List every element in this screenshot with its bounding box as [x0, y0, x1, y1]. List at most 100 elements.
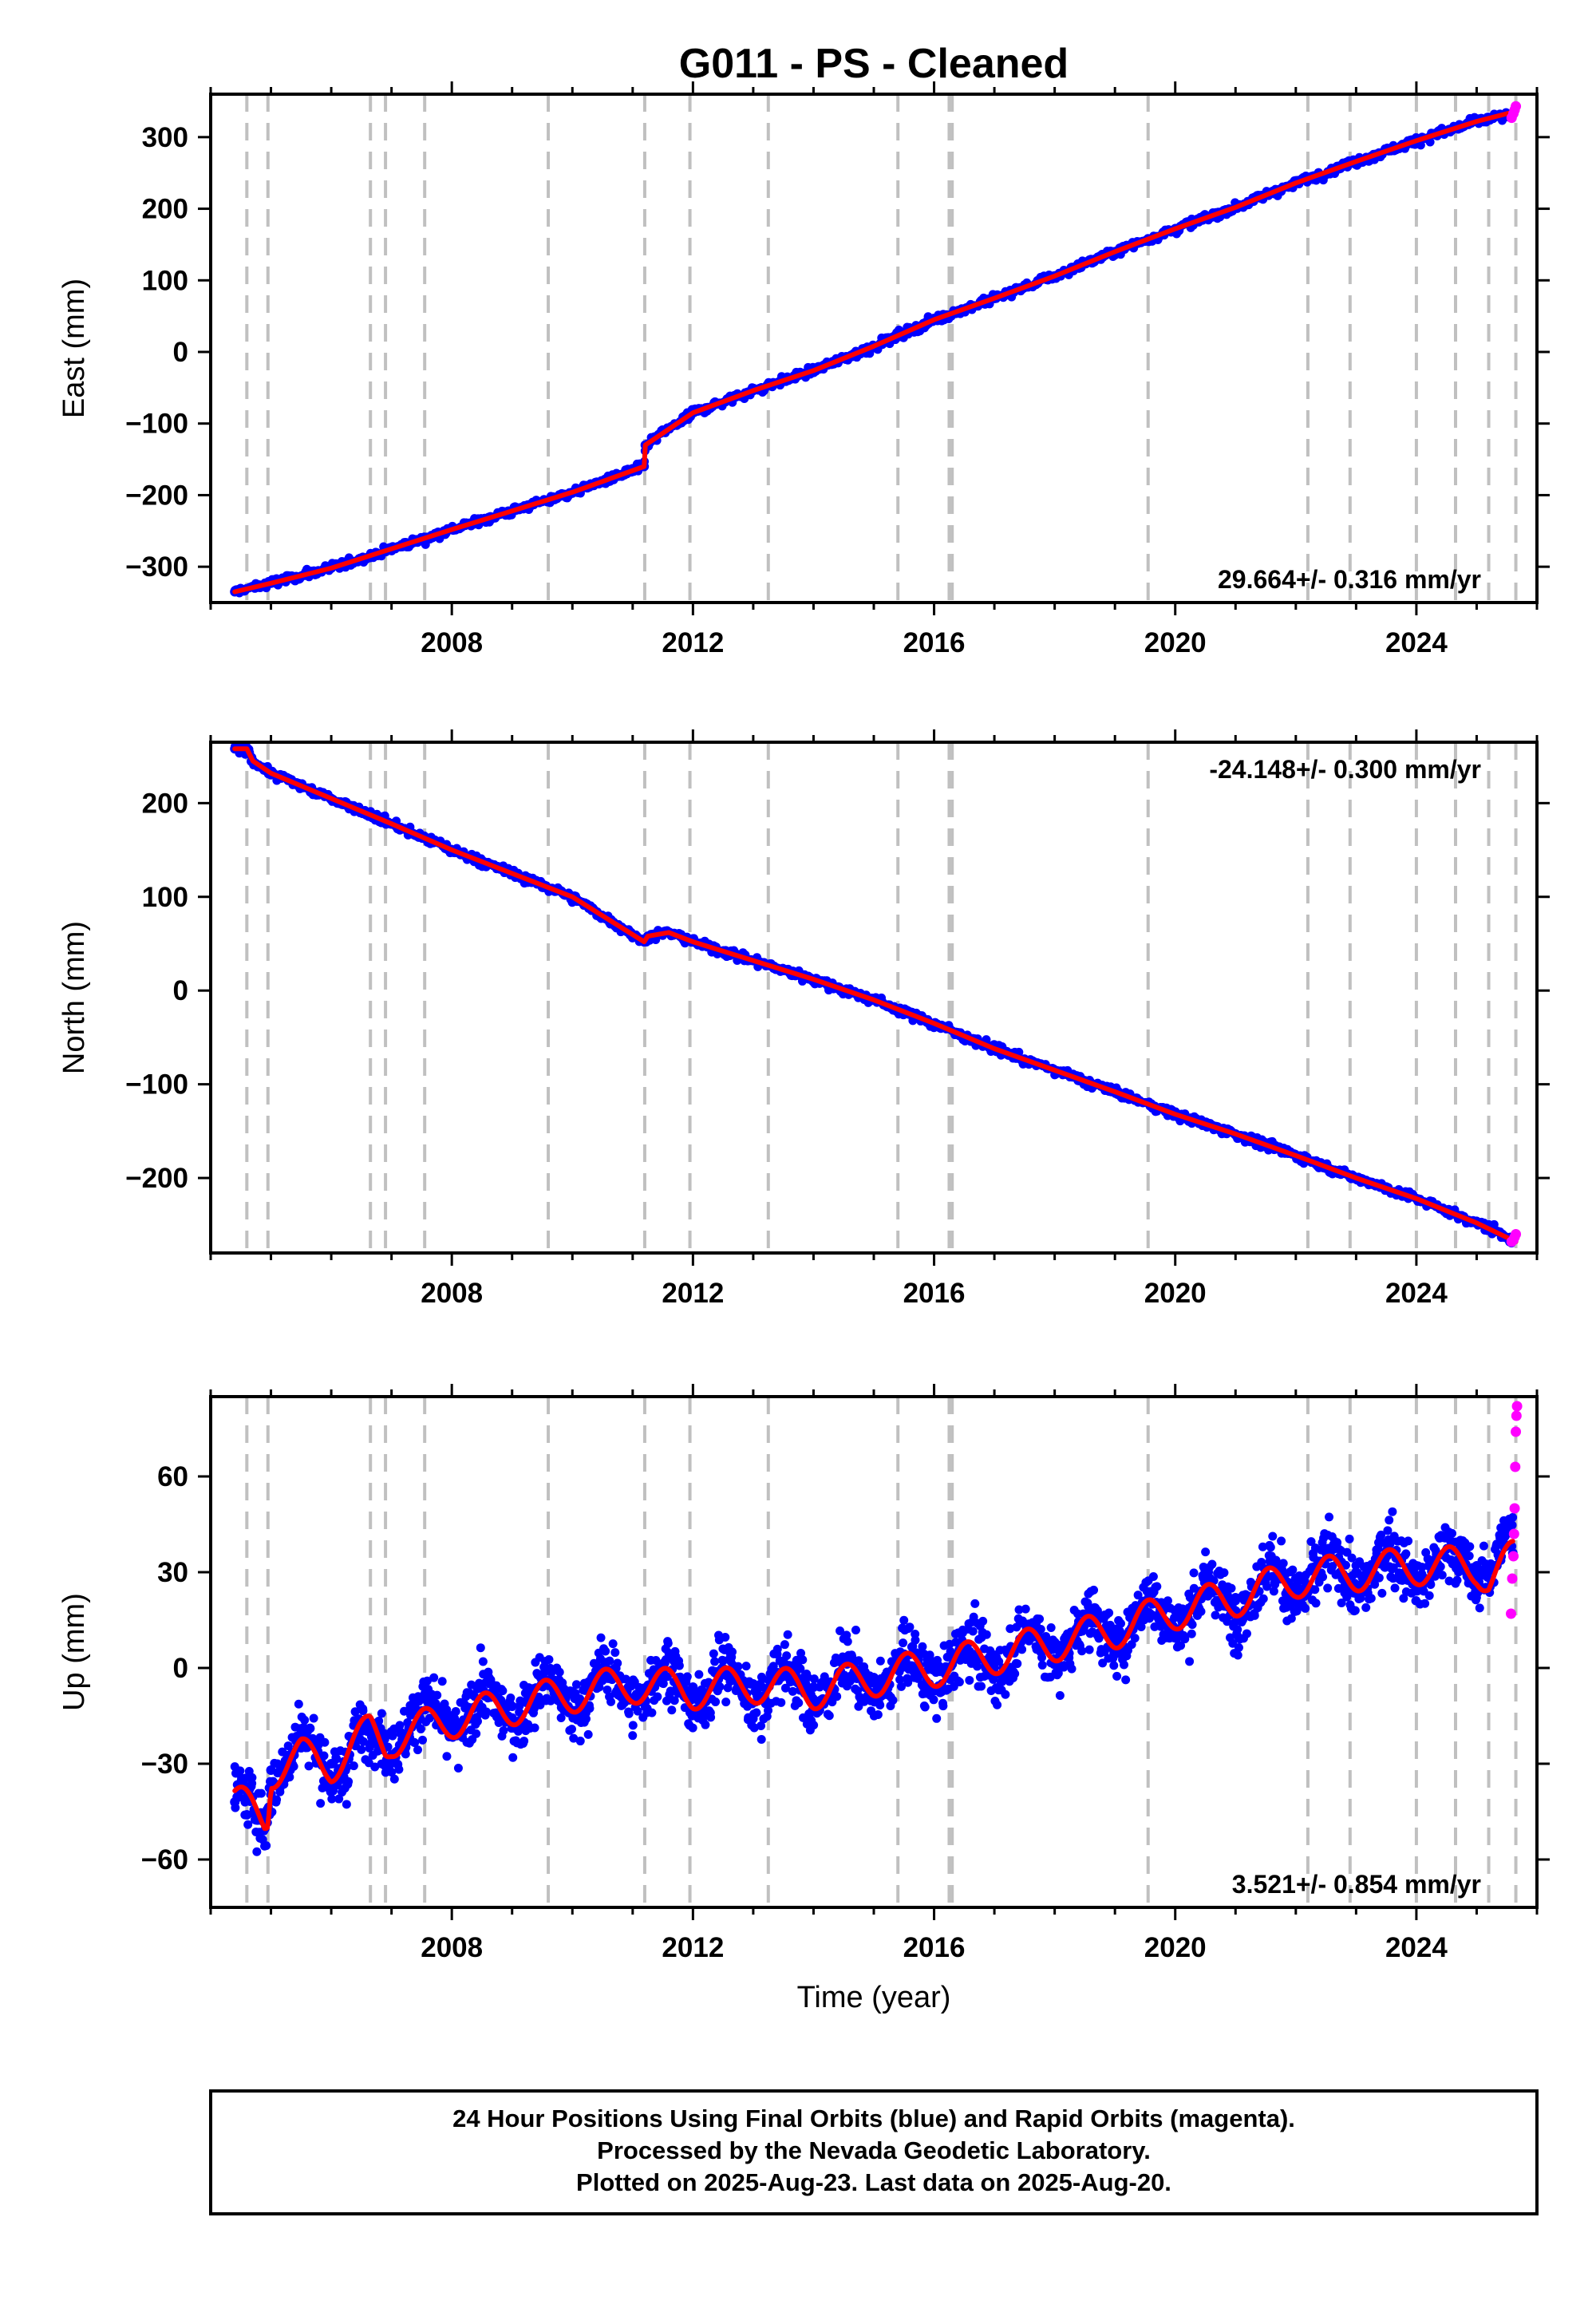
- final-orbits-point: [782, 1651, 792, 1661]
- final-orbits-point: [1201, 1547, 1211, 1557]
- final-orbits-point: [682, 1672, 692, 1682]
- final-orbits-point: [530, 1723, 539, 1733]
- model-line: [232, 746, 1519, 1244]
- final-orbits-point: [395, 1721, 405, 1730]
- final-orbits-point: [1350, 1606, 1360, 1615]
- final-orbits-point: [662, 1672, 672, 1682]
- final-orbits-point: [1112, 1671, 1122, 1681]
- final-orbits-point: [875, 1656, 885, 1666]
- final-orbits-point: [1401, 1549, 1411, 1559]
- final-orbits-point: [970, 1599, 980, 1608]
- final-orbits-point: [1278, 1559, 1288, 1568]
- final-orbits-point: [383, 1742, 393, 1752]
- final-orbits-point: [357, 1745, 366, 1754]
- final-orbits-point: [1250, 1611, 1259, 1620]
- final-orbits-point: [1258, 1594, 1268, 1603]
- final-orbits-point: [1231, 1593, 1241, 1603]
- final-orbits-point: [843, 1637, 852, 1646]
- final-orbits-point: [990, 1650, 1000, 1660]
- final-orbits-point: [326, 1759, 337, 1769]
- final-orbits-point: [1046, 1623, 1056, 1633]
- final-orbits-point: [1187, 1629, 1196, 1638]
- footer-line-2: Processed by the Nevada Geodetic Laborat…: [597, 2136, 1151, 2164]
- data-up: [230, 1401, 1523, 1856]
- final-orbits-point: [230, 1797, 240, 1807]
- final-orbits-point: [389, 1774, 399, 1784]
- final-orbits-point: [752, 1708, 761, 1717]
- rapid-orbits-point: [1511, 1229, 1522, 1240]
- rapid-orbits-point: [1508, 1528, 1519, 1539]
- final-orbits-point: [1323, 1583, 1333, 1593]
- final-orbits-point: [628, 1731, 638, 1741]
- final-orbits-point: [1464, 1551, 1474, 1561]
- final-orbits-point: [1377, 1530, 1386, 1539]
- final-orbits-point: [506, 1693, 516, 1702]
- final-orbits-point: [349, 1761, 358, 1771]
- final-orbits-point: [666, 1686, 675, 1696]
- rapid-orbits-point: [1506, 1608, 1517, 1619]
- final-orbits-point: [243, 1820, 253, 1829]
- y-tick-label: 0: [173, 975, 188, 1006]
- final-orbits-point: [1109, 1661, 1119, 1670]
- final-orbits-point: [772, 1644, 782, 1654]
- final-orbits-point: [394, 1765, 404, 1774]
- final-orbits-point: [1089, 1585, 1099, 1595]
- final-orbits-point: [1333, 1538, 1342, 1547]
- final-orbits-point: [1310, 1585, 1320, 1595]
- final-orbits-point: [1233, 1625, 1242, 1634]
- panel-north: 2008 2012 2016 2020 2024−200−1000100200North…: [57, 729, 1550, 1309]
- final-orbits-point: [1116, 1618, 1126, 1628]
- final-orbits-point: [1292, 1607, 1302, 1616]
- y-tick-label: −60: [141, 1844, 188, 1875]
- rapid-orbits-point: [1509, 1503, 1520, 1514]
- final-orbits-point: [1196, 1607, 1206, 1616]
- x-axis-label: Time (year): [797, 1981, 951, 2014]
- final-orbits-point: [836, 1626, 845, 1636]
- final-orbits-point: [601, 1646, 610, 1656]
- final-orbits-point: [832, 1692, 842, 1701]
- final-orbits-point: [768, 1662, 778, 1671]
- final-orbits-point: [1399, 1594, 1408, 1603]
- final-orbits-point: [241, 1773, 251, 1783]
- final-orbits-point: [416, 1724, 425, 1733]
- final-orbits-point: [1035, 1614, 1045, 1624]
- final-orbits-point: [715, 1682, 725, 1691]
- final-orbits-point: [982, 1630, 991, 1639]
- final-orbits-point: [764, 1705, 773, 1715]
- final-orbits-point: [334, 1794, 344, 1804]
- x-tick-label: 2012: [662, 1932, 724, 1963]
- final-orbits-point: [968, 1626, 978, 1636]
- final-orbits-point: [608, 1639, 618, 1649]
- final-orbits-point: [544, 1654, 554, 1664]
- final-orbits-point: [413, 1745, 422, 1755]
- x-tick-label: 2016: [903, 1278, 966, 1309]
- final-orbits-point: [899, 1615, 909, 1625]
- final-orbits-point: [1383, 1526, 1393, 1535]
- final-orbits-point: [965, 1675, 974, 1685]
- final-orbits-point: [903, 1678, 913, 1687]
- final-orbits-point: [387, 1768, 397, 1777]
- x-tick-label: 2024: [1385, 1278, 1448, 1309]
- final-orbits-point: [688, 1682, 698, 1692]
- panels-group: 2008 2012 2016 2020 2024−300−200−10001002003…: [57, 81, 1550, 1963]
- final-orbits-point: [1341, 1560, 1350, 1570]
- final-orbits-point: [788, 1686, 797, 1696]
- final-orbits-point: [256, 1788, 266, 1798]
- final-orbits-point: [1150, 1622, 1159, 1631]
- final-orbits-point: [1301, 1603, 1310, 1613]
- final-orbits-point: [472, 1729, 481, 1738]
- final-orbits-point: [1148, 1572, 1158, 1582]
- final-orbits-point: [888, 1695, 898, 1705]
- final-orbits-point: [242, 1810, 252, 1820]
- final-orbits-point: [783, 1630, 792, 1639]
- final-orbits-point: [1185, 1657, 1195, 1666]
- y-tick-label: −300: [125, 551, 188, 583]
- final-orbits-point: [1049, 1638, 1060, 1647]
- final-orbits-point: [1269, 1587, 1278, 1596]
- model-line: [232, 109, 1519, 595]
- final-orbits-point: [1388, 1507, 1397, 1516]
- final-orbits-point: [1084, 1645, 1094, 1654]
- final-orbits-point: [596, 1633, 606, 1642]
- final-orbits-point: [1452, 1575, 1462, 1585]
- final-orbits-point: [401, 1749, 410, 1759]
